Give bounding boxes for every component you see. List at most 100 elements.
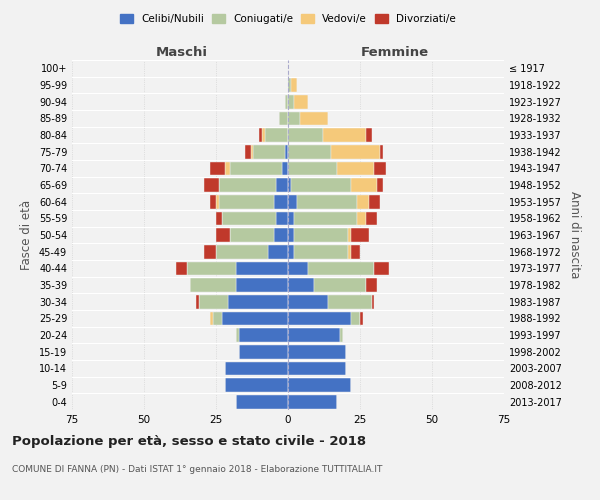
Bar xyxy=(213,312,222,325)
Bar xyxy=(216,212,222,225)
Bar xyxy=(374,262,389,275)
Legend: Celibi/Nubili, Coniugati/e, Vedovi/e, Divorziati/e: Celibi/Nubili, Coniugati/e, Vedovi/e, Di… xyxy=(116,10,460,29)
Bar xyxy=(296,195,357,208)
Bar xyxy=(224,162,230,175)
Bar xyxy=(236,328,239,342)
Bar xyxy=(349,228,352,242)
Bar xyxy=(216,228,230,242)
Bar xyxy=(236,262,288,275)
Bar xyxy=(360,312,363,325)
Bar xyxy=(352,245,360,258)
Bar xyxy=(219,195,274,208)
Bar xyxy=(274,228,288,242)
Bar xyxy=(190,278,236,292)
Bar xyxy=(230,162,282,175)
Bar xyxy=(288,162,337,175)
Bar xyxy=(374,162,386,175)
Bar xyxy=(308,262,374,275)
Text: Maschi: Maschi xyxy=(155,46,208,59)
Bar xyxy=(288,378,352,392)
Bar xyxy=(253,145,285,158)
Bar xyxy=(239,345,288,358)
Bar xyxy=(224,362,288,375)
Bar xyxy=(288,395,337,408)
Bar xyxy=(352,312,360,325)
Bar xyxy=(328,295,371,308)
Bar xyxy=(205,245,216,258)
Bar xyxy=(216,245,268,258)
Bar xyxy=(371,295,374,308)
Bar xyxy=(288,78,291,92)
Bar xyxy=(210,195,216,208)
Bar xyxy=(230,228,274,242)
Bar xyxy=(262,128,265,142)
Bar xyxy=(222,212,277,225)
Bar xyxy=(299,112,328,125)
Bar xyxy=(366,128,371,142)
Bar xyxy=(210,312,213,325)
Bar xyxy=(196,295,199,308)
Bar xyxy=(288,362,346,375)
Bar xyxy=(265,128,288,142)
Text: Popolazione per età, sesso e stato civile - 2018: Popolazione per età, sesso e stato civil… xyxy=(12,435,366,448)
Bar xyxy=(224,378,288,392)
Bar xyxy=(291,78,296,92)
Bar xyxy=(282,162,288,175)
Bar xyxy=(288,228,294,242)
Bar xyxy=(337,162,374,175)
Bar xyxy=(288,178,291,192)
Bar xyxy=(236,395,288,408)
Bar xyxy=(251,145,253,158)
Bar xyxy=(288,345,346,358)
Bar xyxy=(219,178,277,192)
Bar xyxy=(277,178,288,192)
Bar xyxy=(245,145,251,158)
Bar xyxy=(294,95,308,108)
Bar xyxy=(314,278,366,292)
Y-axis label: Anni di nascita: Anni di nascita xyxy=(568,192,581,278)
Bar xyxy=(288,145,331,158)
Bar xyxy=(274,195,288,208)
Bar xyxy=(288,128,323,142)
Bar xyxy=(288,328,340,342)
Bar xyxy=(239,328,288,342)
Bar xyxy=(288,95,294,108)
Bar xyxy=(294,245,349,258)
Bar xyxy=(368,195,380,208)
Bar xyxy=(288,212,294,225)
Bar xyxy=(285,145,288,158)
Bar xyxy=(366,278,377,292)
Bar xyxy=(187,262,236,275)
Bar xyxy=(288,278,314,292)
Bar xyxy=(199,295,227,308)
Bar xyxy=(380,145,383,158)
Bar xyxy=(236,278,288,292)
Bar xyxy=(259,128,262,142)
Text: Femmine: Femmine xyxy=(361,46,428,59)
Bar xyxy=(340,328,343,342)
Bar xyxy=(294,212,357,225)
Bar xyxy=(288,195,296,208)
Bar xyxy=(222,312,288,325)
Bar xyxy=(331,145,380,158)
Bar xyxy=(268,245,288,258)
Bar xyxy=(210,162,224,175)
Bar xyxy=(227,295,288,308)
Bar xyxy=(288,112,299,125)
Bar xyxy=(288,295,328,308)
Bar xyxy=(205,178,219,192)
Bar xyxy=(323,128,366,142)
Text: COMUNE DI FANNA (PN) - Dati ISTAT 1° gennaio 2018 - Elaborazione TUTTITALIA.IT: COMUNE DI FANNA (PN) - Dati ISTAT 1° gen… xyxy=(12,465,382,474)
Bar xyxy=(352,178,377,192)
Y-axis label: Fasce di età: Fasce di età xyxy=(20,200,33,270)
Bar xyxy=(176,262,187,275)
Bar xyxy=(366,212,377,225)
Bar xyxy=(357,212,366,225)
Bar xyxy=(277,212,288,225)
Bar xyxy=(349,245,352,258)
Bar xyxy=(291,178,352,192)
Bar xyxy=(280,112,288,125)
Bar xyxy=(216,195,219,208)
Bar xyxy=(352,228,368,242)
Bar xyxy=(294,228,349,242)
